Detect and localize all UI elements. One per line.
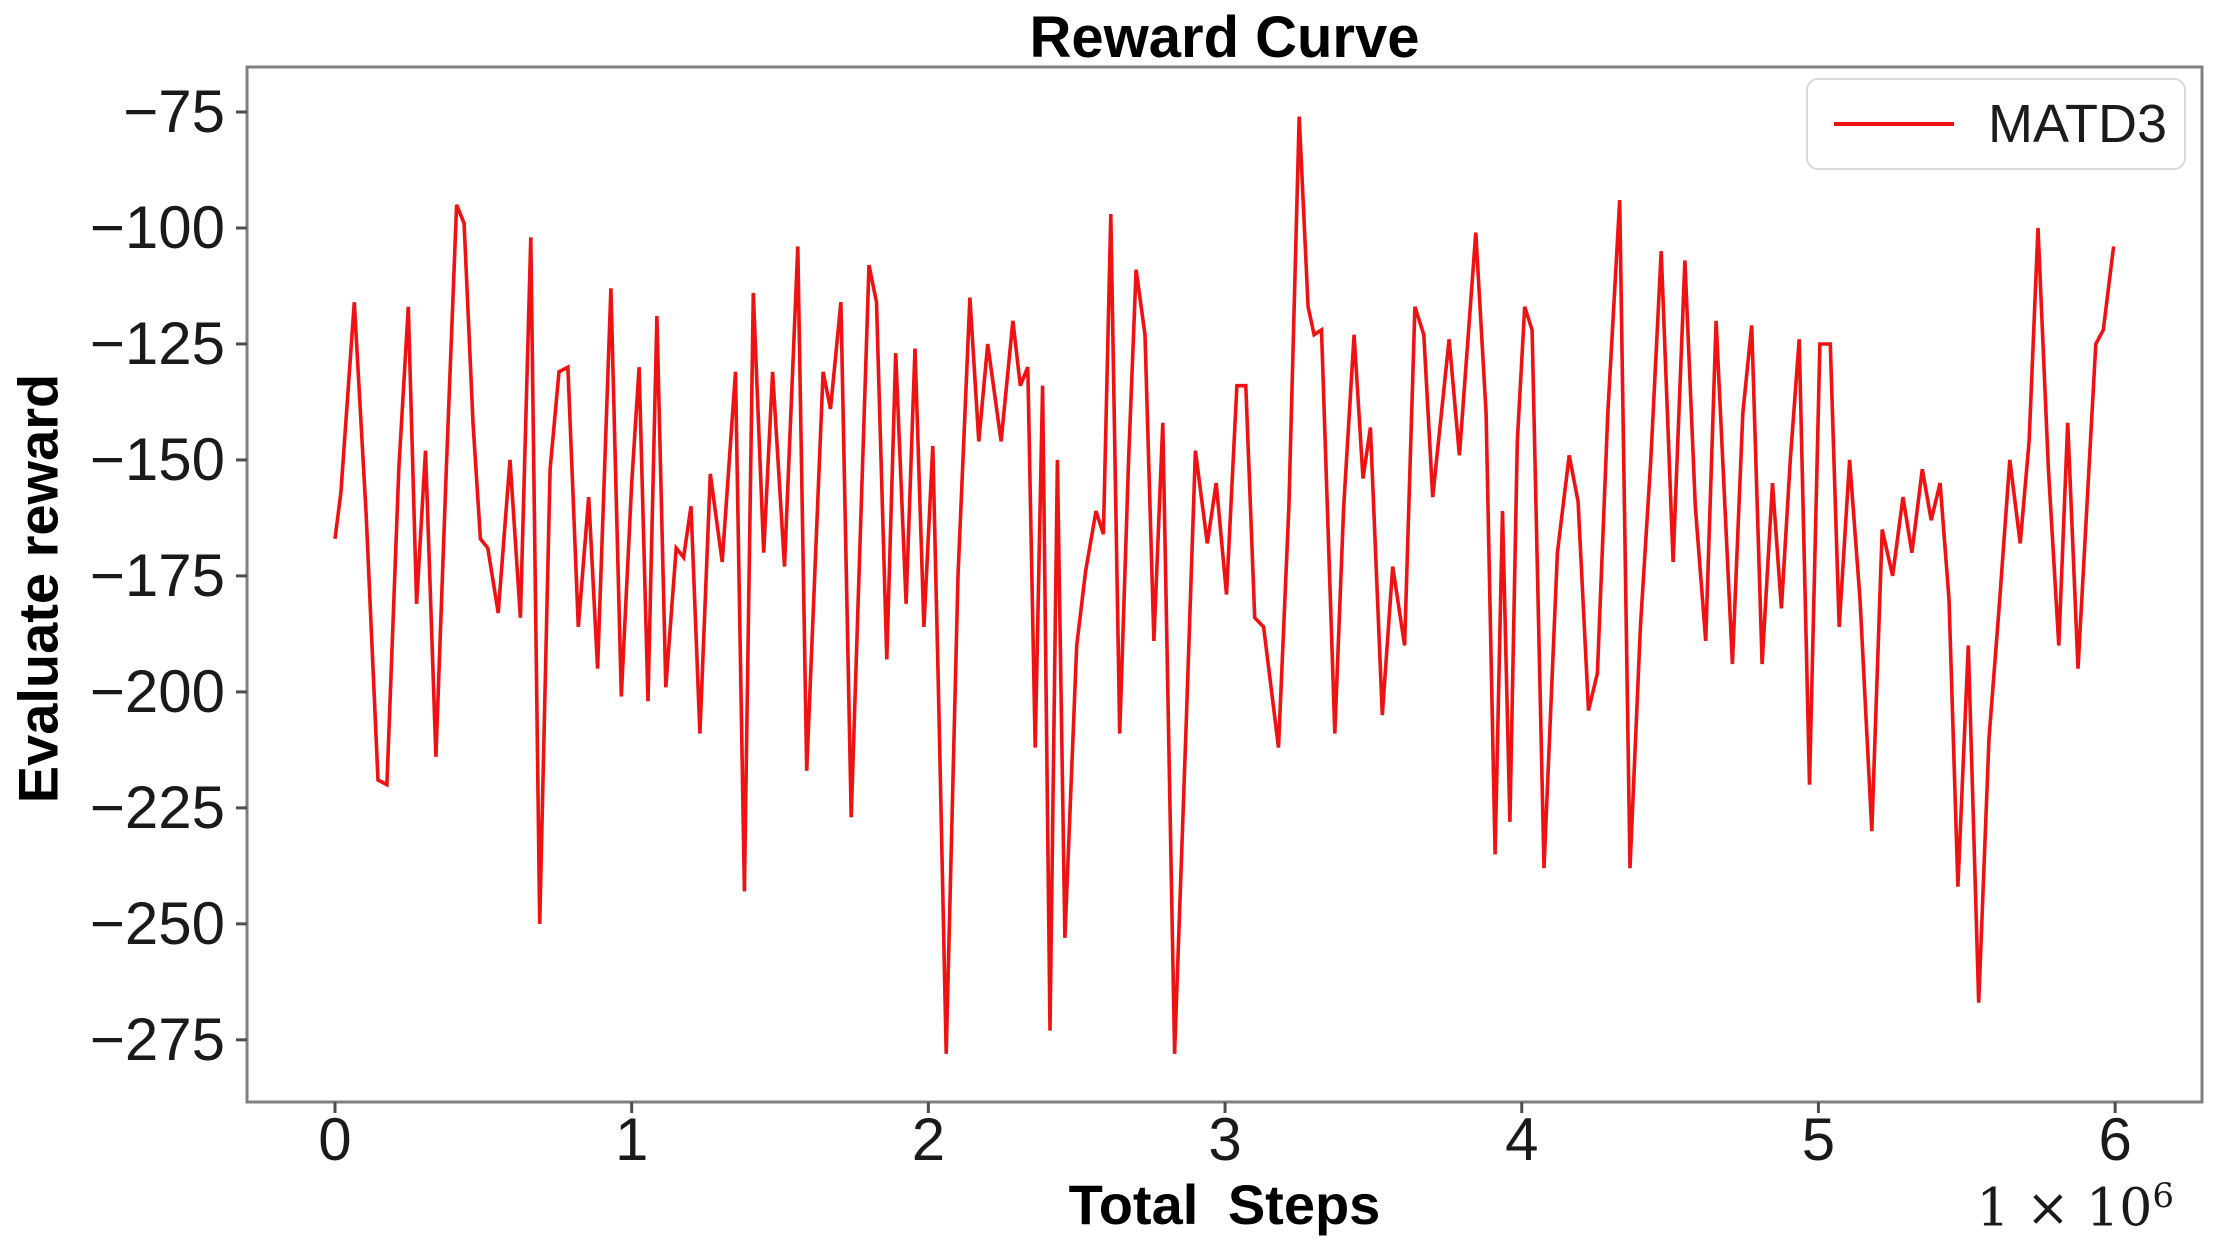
y-tick-label: −75 [123, 78, 225, 145]
offset-exponent: 6 [2152, 1176, 2174, 1216]
legend-line-sample [1834, 122, 1954, 126]
x-tick-label: 0 [318, 1106, 351, 1173]
x-tick-label: 1 [615, 1106, 648, 1173]
y-tick-label: −150 [90, 426, 225, 493]
y-tick-label: −200 [90, 658, 225, 725]
y-tick-label: −100 [90, 194, 225, 261]
x-tick-label: 5 [1802, 1106, 1835, 1173]
chart-title: Reward Curve [1029, 5, 1420, 70]
y-tick-label: −275 [90, 1006, 225, 1073]
x-tick-label: 4 [1505, 1106, 1538, 1173]
y-tick-label: −225 [90, 774, 225, 841]
x-tick-label: 3 [1208, 1106, 1241, 1173]
x-tick-label: 2 [912, 1106, 945, 1173]
x-axis-offset-text: 1 × 106 [1976, 1176, 2174, 1238]
series-MATD3 [333, 116, 2116, 1054]
y-tick-label: −250 [90, 890, 225, 957]
y-tick-label: −175 [90, 542, 225, 609]
legend: MATD3 [1806, 78, 2186, 170]
y-tick-label: −125 [90, 310, 225, 377]
offset-base: 1 × 10 [1976, 1178, 2153, 1239]
legend-label: MATD3 [1988, 94, 2168, 154]
x-axis-label: Total Steps [1068, 1173, 1381, 1236]
y-axis-label: Evaluate reward [6, 373, 70, 804]
x-tick-label: 6 [2098, 1106, 2131, 1173]
